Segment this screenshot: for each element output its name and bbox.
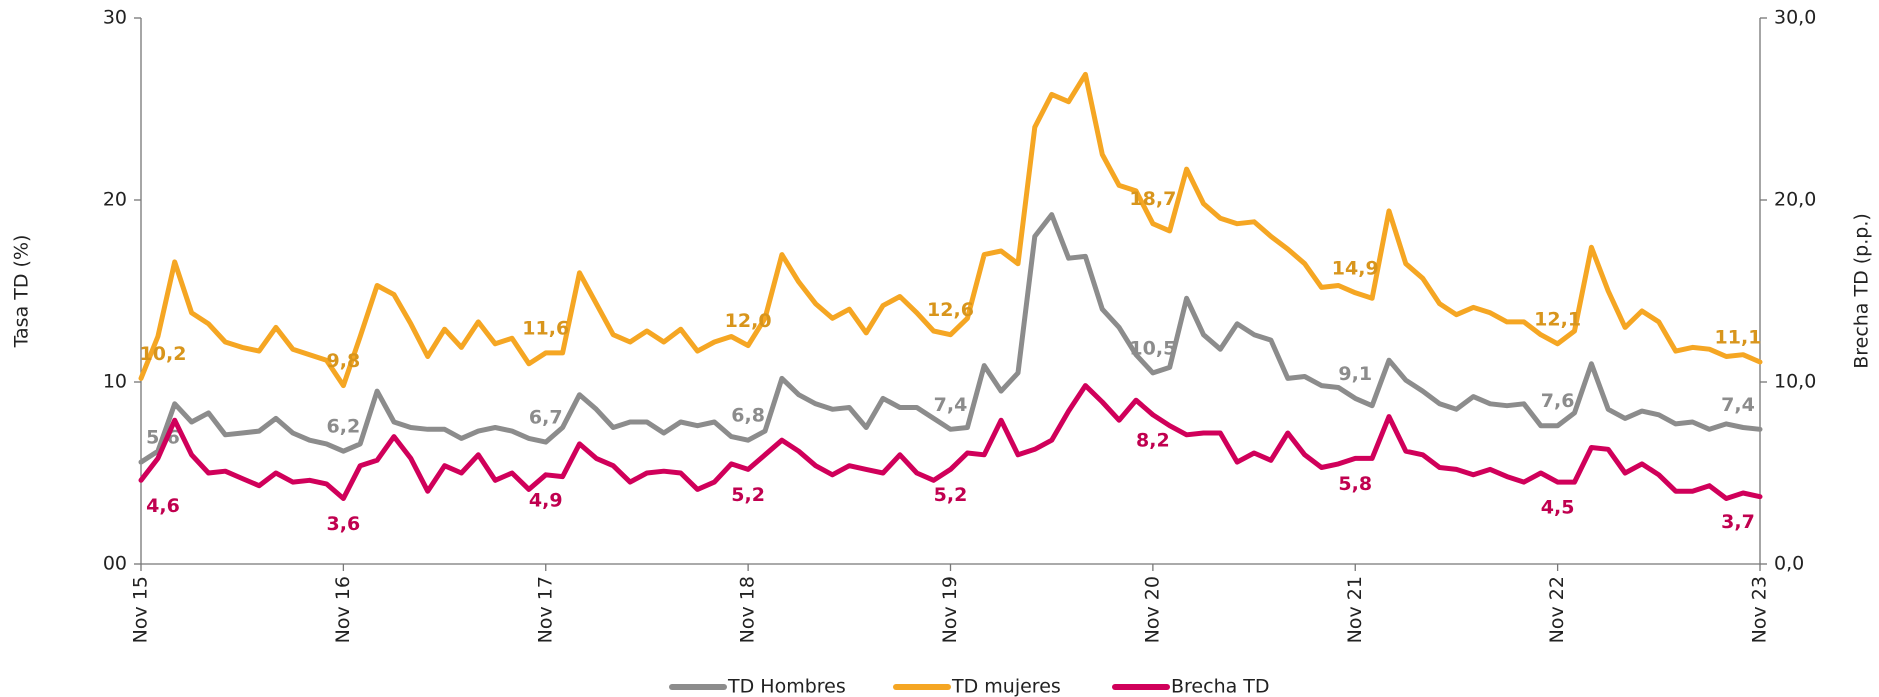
- x-tick-label: Nov 21: [1344, 576, 1366, 643]
- series-line: [138, 212, 1763, 465]
- data-label: 10,2: [140, 343, 187, 365]
- data-label: 6,2: [327, 416, 361, 438]
- x-tick-label: Nov 23: [1749, 576, 1771, 643]
- data-label: 7,6: [1541, 390, 1575, 412]
- x-tick-label: Nov 17: [534, 576, 556, 643]
- legend-label: TD Hombres: [727, 676, 846, 697]
- data-label: 12,6: [927, 299, 974, 321]
- y-tick-label: 20: [103, 189, 127, 211]
- legend-label: TD mujeres: [951, 676, 1061, 697]
- data-label: 8,2: [1136, 429, 1170, 451]
- y-tick-label: 10: [103, 371, 127, 393]
- y2-tick-label: 10,0: [1774, 371, 1816, 393]
- data-label: 4,6: [146, 495, 180, 517]
- data-label: 3,7: [1721, 511, 1755, 533]
- data-label: 4,9: [529, 489, 563, 511]
- x-tick-label: Nov 15: [130, 576, 152, 643]
- x-tick-label: Nov 16: [332, 576, 354, 643]
- data-label: 6,7: [529, 407, 563, 429]
- x-tick-label: Nov 22: [1546, 576, 1568, 643]
- x-tick-label: Nov 19: [939, 576, 961, 643]
- data-label: 11,6: [522, 317, 569, 339]
- data-label: 5,8: [1338, 473, 1372, 495]
- legend-label: Brecha TD: [1171, 676, 1270, 697]
- y-axis-title: Tasa TD (%): [11, 235, 33, 349]
- y2-axis-title: Brecha TD (p.p.): [1851, 213, 1873, 369]
- y2-tick-label: 30,0: [1774, 7, 1816, 29]
- data-label: 12,1: [1534, 308, 1581, 330]
- data-label: 12,0: [725, 310, 772, 332]
- data-label: 5,2: [731, 484, 765, 506]
- data-label: 7,4: [934, 394, 968, 416]
- data-label: 6,8: [731, 405, 765, 427]
- data-label: 11,1: [1715, 326, 1762, 348]
- series-line: [138, 71, 1763, 389]
- y2-tick-label: 0,0: [1774, 553, 1804, 575]
- data-label: 9,1: [1338, 363, 1372, 385]
- data-label: 5,2: [934, 484, 968, 506]
- x-tick-label: Nov 18: [737, 576, 759, 643]
- data-label: 9,8: [327, 350, 361, 372]
- y-tick-label: 30: [103, 7, 127, 29]
- data-label: 4,5: [1541, 497, 1575, 519]
- data-label: 18,7: [1129, 188, 1176, 210]
- x-tick-label: Nov 20: [1141, 576, 1163, 643]
- data-label: 3,6: [327, 513, 361, 535]
- data-label: 14,9: [1332, 257, 1379, 279]
- y2-tick-label: 20,0: [1774, 189, 1816, 211]
- data-label: 7,4: [1721, 394, 1755, 416]
- y-tick-label: 00: [103, 553, 127, 575]
- data-label: 10,5: [1129, 337, 1176, 359]
- series-line: [138, 383, 1763, 501]
